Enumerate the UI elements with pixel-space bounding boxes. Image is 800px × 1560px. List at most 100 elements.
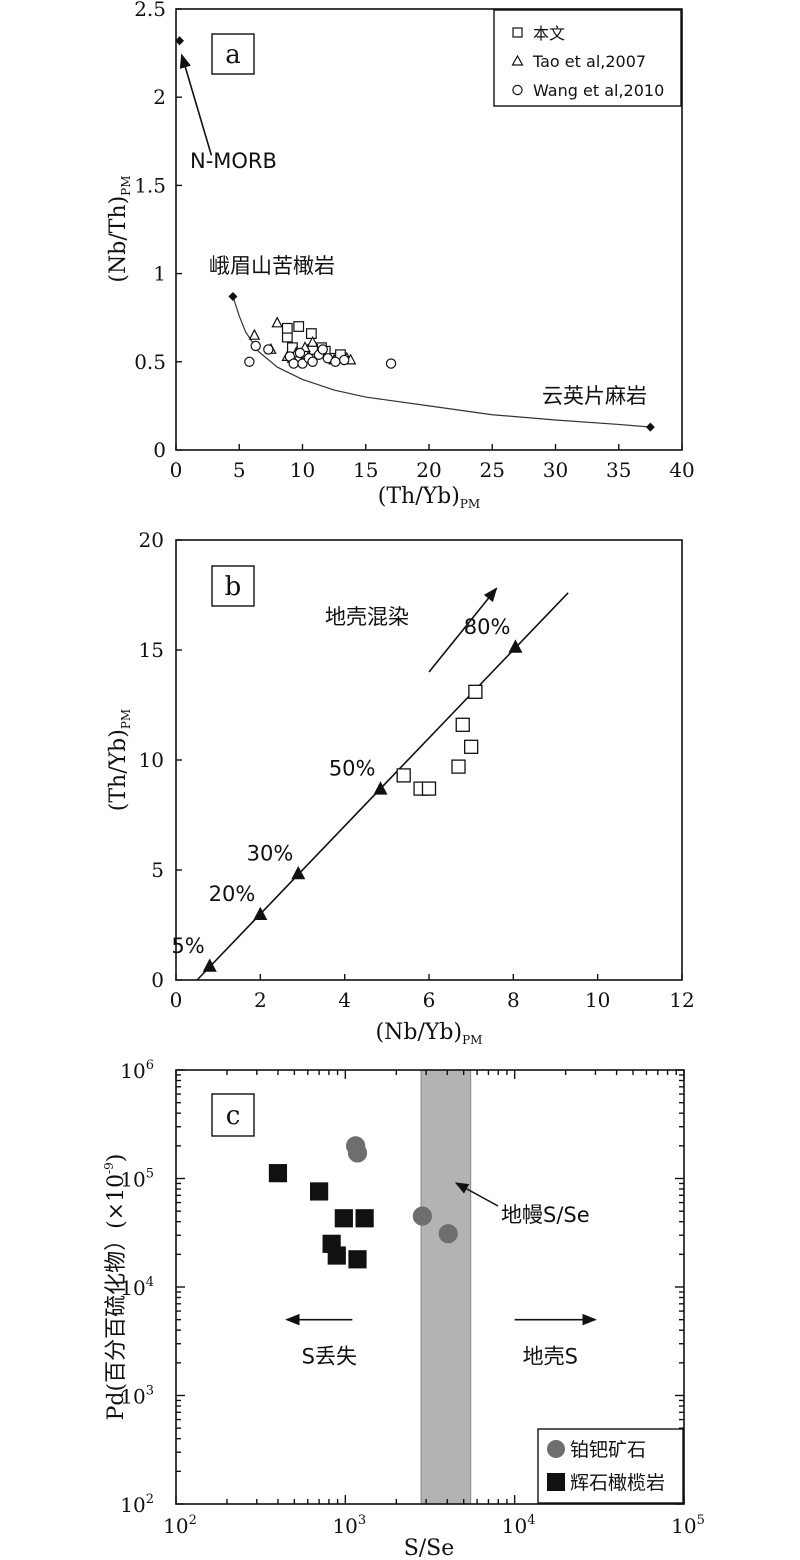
panel-c-y-axis-label: Pd(百分百硫化物）(×10-9) [102, 1154, 129, 1421]
panel-c-x-axis-label: S/Se [404, 1536, 455, 1560]
y-tick-label: 5 [151, 858, 164, 882]
y-tick-label: 104 [120, 1275, 154, 1300]
panel-a-points [244, 316, 397, 369]
x-tick-label: 10 [290, 458, 315, 482]
s-loss-label: S丢失 [302, 1345, 357, 1369]
x-tick-label: 103 [332, 1513, 366, 1538]
y-tick-label: 1.5 [134, 173, 166, 197]
data-point-square [281, 322, 293, 334]
n-morb-arrow [179, 53, 213, 156]
y-tick-label: 2.5 [134, 0, 166, 21]
x-tick-label: 12 [669, 988, 694, 1012]
picrite-label: 峨眉山苦橄岩 [209, 254, 335, 278]
mixing-percent-marker [202, 958, 217, 972]
panel-a-label-box [211, 33, 255, 75]
peridotite-point [334, 1209, 353, 1228]
mantle-band-label: 地幔S/Se [501, 1203, 590, 1227]
data-point-circle [330, 356, 341, 367]
legend-triangle-marker [511, 54, 524, 66]
panel-b-mixing-points: 5% 20% 30% 50% 80% [171, 615, 523, 972]
data-point-circle [244, 356, 255, 367]
legend-square-marker [512, 27, 523, 38]
x-tick-label: 6 [423, 988, 436, 1012]
x-tick-label: 102 [163, 1513, 197, 1538]
mixing-percent-marker [373, 781, 388, 795]
data-point-circle [294, 347, 306, 359]
y-tick-label: 10 [139, 748, 164, 772]
data-point-circle [263, 344, 274, 355]
x-tick-label: 25 [480, 458, 505, 482]
data-point-circle [250, 340, 261, 352]
mixing-percent-label: 5% [171, 934, 204, 958]
legend-peridotite-marker [547, 1473, 565, 1491]
y-tick-label: 2 [153, 85, 166, 109]
panel-c-label-box [211, 1093, 255, 1137]
mantle-band-arrow [454, 1182, 499, 1207]
data-point-circle [307, 356, 318, 367]
panel-a-ticks: 0 5 10 15 20 25 30 35 40 0 0.5 1 1.5 2 2.5 [134, 0, 695, 482]
panel-c-points [268, 1136, 458, 1269]
mantle-s-se-band [420, 1069, 472, 1505]
x-tick-label: 105 [671, 1513, 705, 1538]
peridotite-point [355, 1209, 374, 1228]
panel-b-label: b [225, 572, 242, 602]
legend-label-peridotite: 辉石橄榄岩 [570, 1472, 665, 1494]
peridotite-point [327, 1246, 346, 1265]
panel-b-y-axis-label: (Th/Yb)PM [106, 709, 133, 811]
legend-label-tao: Tao et al,2007 [532, 52, 646, 71]
panel-c: 102 103 104 105 102 103 104 105 106 c 地幔S/Se S丢失… [102, 1058, 705, 1560]
y-tick-label: 105 [120, 1167, 154, 1192]
data-point-triangle [306, 335, 319, 347]
legend-label-ore: 铂钯矿石 [570, 1439, 646, 1461]
peridotite-point [348, 1250, 367, 1269]
x-tick-label: 15 [353, 458, 378, 482]
panel-a-legend-box [493, 9, 682, 107]
y-tick-label: 1 [153, 262, 166, 286]
crustal-s-label: 地壳S [523, 1345, 578, 1369]
panel-a-legend: 本文 Tao et al,2007 Wang et al,2010 [493, 9, 682, 107]
peridotite-point [268, 1164, 288, 1183]
data-point-circle [288, 358, 299, 369]
x-tick-label: 35 [606, 458, 631, 482]
n-morb-label: N-MORB [190, 149, 277, 173]
panel-a-endmembers [175, 36, 655, 432]
crustal-contamination-arrow [428, 587, 498, 673]
x-tick-label: 40 [669, 458, 694, 482]
data-point-circle [317, 344, 328, 355]
panel-a-label: a [225, 40, 241, 70]
mixing-percent-marker [253, 906, 268, 920]
x-tick-label: 0 [170, 988, 183, 1012]
panel-a-x-axis-label: (Th/Yb)PM [378, 484, 480, 511]
mixing-percent-marker [508, 639, 523, 653]
data-point-circle [385, 358, 397, 369]
endmember-marker [175, 36, 185, 46]
legend-ore-marker [547, 1440, 565, 1458]
panel-a: 0 5 10 15 20 25 30 35 40 0 0.5 1 1.5 2 2.5 a 本文 Tao et… [106, 0, 695, 511]
ore-point [347, 1143, 368, 1163]
x-tick-label: 20 [416, 458, 441, 482]
crustal-contamination-label: 地壳混染 [325, 605, 409, 629]
legend-label-wang: Wang et al,2010 [533, 81, 664, 100]
y-tick-label: 106 [120, 1058, 154, 1083]
data-point-square [396, 768, 411, 783]
mixing-curve [232, 296, 651, 428]
panel-c-legend: 铂钯矿石 辉石橄榄岩 [537, 1428, 684, 1504]
panel-a-y-axis-label: (Nb/Th)PM [106, 175, 133, 282]
ore-point [438, 1224, 458, 1244]
mixing-percent-label: 20% [209, 882, 256, 906]
endmember-marker [228, 292, 238, 302]
data-point-square [455, 717, 470, 732]
y-tick-label: 102 [120, 1492, 154, 1517]
panel-b-label-box [211, 565, 255, 607]
x-tick-label: 0 [170, 458, 183, 482]
y-tick-label: 103 [120, 1384, 154, 1409]
x-tick-label: 10 [585, 988, 610, 1012]
x-tick-label: 30 [543, 458, 568, 482]
data-point-square [451, 759, 466, 774]
x-tick-label: 8 [507, 988, 520, 1012]
y-tick-label: 20 [139, 528, 164, 552]
panel-b-ticks: 0 2 4 6 8 10 12 0 5 10 15 20 [139, 528, 695, 1012]
data-point-triangle [248, 328, 261, 340]
